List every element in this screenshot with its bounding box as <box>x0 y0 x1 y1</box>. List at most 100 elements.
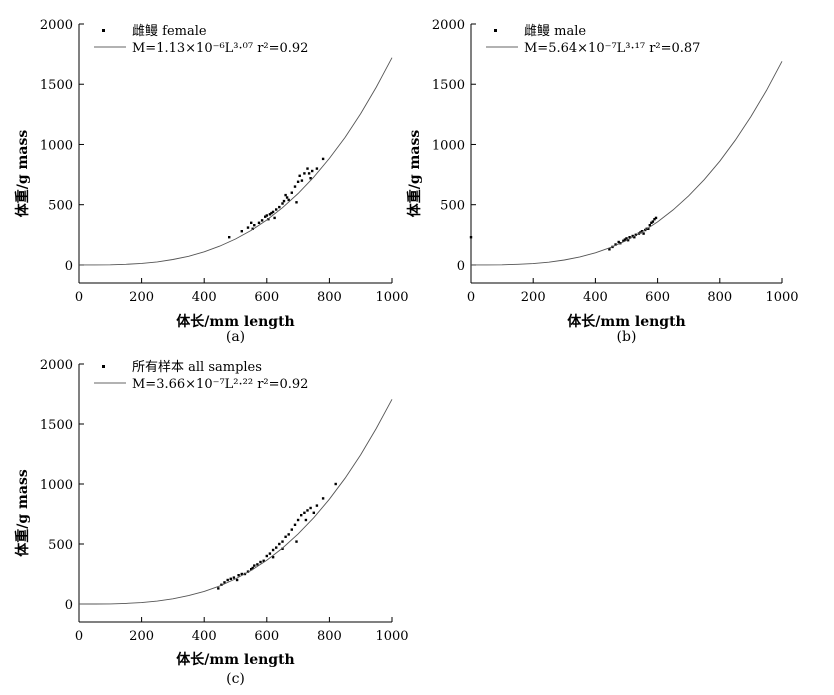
legend-label-points: 所有样本 all samples <box>132 360 262 375</box>
panel-a: 0 200 400 600 800 1000 0 500 1000 1500 2000 体长/mm l… <box>14 18 409 345</box>
data-point <box>232 576 236 579</box>
data-point <box>284 535 287 538</box>
y-tick-label: 500 <box>48 538 73 553</box>
data-point <box>253 564 256 567</box>
panel-label: (a) <box>226 329 245 345</box>
data-point <box>281 202 284 205</box>
data-point <box>300 179 304 182</box>
y-tick-label: 1500 <box>432 78 465 93</box>
data-point <box>235 578 239 582</box>
x-tick-label: 600 <box>254 629 279 644</box>
data-point <box>270 211 273 215</box>
data-point <box>634 233 637 236</box>
data-point <box>608 248 611 251</box>
legend-label-points: 雌鳗 male <box>524 23 586 39</box>
data-point <box>651 220 655 223</box>
data-point <box>295 201 298 204</box>
x-tick-label: 200 <box>129 629 154 644</box>
data-point <box>282 199 286 203</box>
x-tick-label: 200 <box>129 290 154 305</box>
data-point <box>296 180 300 183</box>
panel-c: 0 200 400 600 800 1000 0 500 1000 1500 2000 体长/mm l… <box>14 358 409 687</box>
data-point <box>309 177 312 180</box>
data-point <box>647 227 650 230</box>
x-tick-label: 0 <box>75 290 83 305</box>
y-tick-label: 2000 <box>432 18 465 33</box>
data-point <box>275 546 278 549</box>
data-point <box>285 196 289 199</box>
x-tick-label: 400 <box>192 290 217 305</box>
data-point <box>307 172 311 175</box>
data-point <box>293 523 297 526</box>
data-point <box>260 219 264 222</box>
data-point <box>296 518 300 522</box>
data-point <box>251 227 254 230</box>
data-point <box>311 169 314 173</box>
data-point <box>240 230 243 233</box>
data-point <box>306 509 309 512</box>
data-point <box>303 172 306 175</box>
y-tick-label: 1500 <box>40 418 73 433</box>
legend-marker-points <box>494 29 497 32</box>
y-axis-label: 体重/g mass <box>14 130 31 218</box>
data-point <box>278 542 281 546</box>
data-point <box>300 514 303 517</box>
legend-label-points: 雌鳗 female <box>132 23 207 39</box>
data-point <box>654 216 658 220</box>
fit-curve <box>79 57 393 266</box>
data-point <box>240 572 243 576</box>
data-point <box>290 528 293 531</box>
data-point <box>617 240 620 244</box>
y-tick-label: 500 <box>48 199 73 214</box>
y-tick-label: 0 <box>65 259 73 274</box>
data-point <box>625 237 628 240</box>
data-point <box>250 568 253 571</box>
data-point <box>281 547 284 550</box>
data-point <box>614 243 617 246</box>
data-point <box>633 236 636 239</box>
data-point <box>640 230 644 233</box>
data-point <box>298 174 301 177</box>
x-tick-label: 1000 <box>375 629 408 644</box>
data-point <box>306 167 309 170</box>
data-point <box>626 239 630 242</box>
x-tick-label: 0 <box>467 290 475 305</box>
y-axis-label: 体重/g mass <box>406 130 423 218</box>
fit-curve <box>471 61 783 266</box>
x-tick-label: 1000 <box>765 290 798 305</box>
data-point <box>268 213 272 216</box>
x-tick-label: 0 <box>75 629 83 644</box>
x-tick-label: 400 <box>192 629 217 644</box>
data-point <box>312 511 315 514</box>
data-point <box>256 563 259 566</box>
data-point <box>275 208 278 211</box>
data-point <box>246 226 250 229</box>
data-point <box>653 218 656 221</box>
y-tick-label: 1000 <box>432 138 465 153</box>
legend-marker-points <box>102 29 105 32</box>
y-tick-label: 1500 <box>40 78 73 93</box>
data-point <box>237 574 240 577</box>
data-point <box>287 198 290 202</box>
data-point <box>228 236 231 239</box>
data-point <box>251 566 254 570</box>
data-point <box>273 216 276 220</box>
x-axis-label: 体长/mm length <box>176 651 294 668</box>
data-point <box>271 210 275 214</box>
data-point <box>648 224 651 227</box>
data-point <box>217 587 220 590</box>
y-tick-label: 1000 <box>40 138 73 153</box>
data-point <box>309 506 312 510</box>
x-tick-label: 600 <box>254 290 279 305</box>
x-axis-label: 体长/mm length <box>567 313 685 330</box>
legend-label-fit: M=5.64×10⁻⁷L³·¹⁷ r²=0.87 <box>524 41 700 56</box>
data-point <box>262 559 265 562</box>
x-axis-label: 体长/mm length <box>176 313 294 330</box>
data-point <box>650 221 653 224</box>
data-point <box>265 214 268 217</box>
data-point <box>223 581 226 584</box>
data-point <box>303 511 306 514</box>
data-point <box>287 533 290 536</box>
data-point <box>321 497 325 500</box>
